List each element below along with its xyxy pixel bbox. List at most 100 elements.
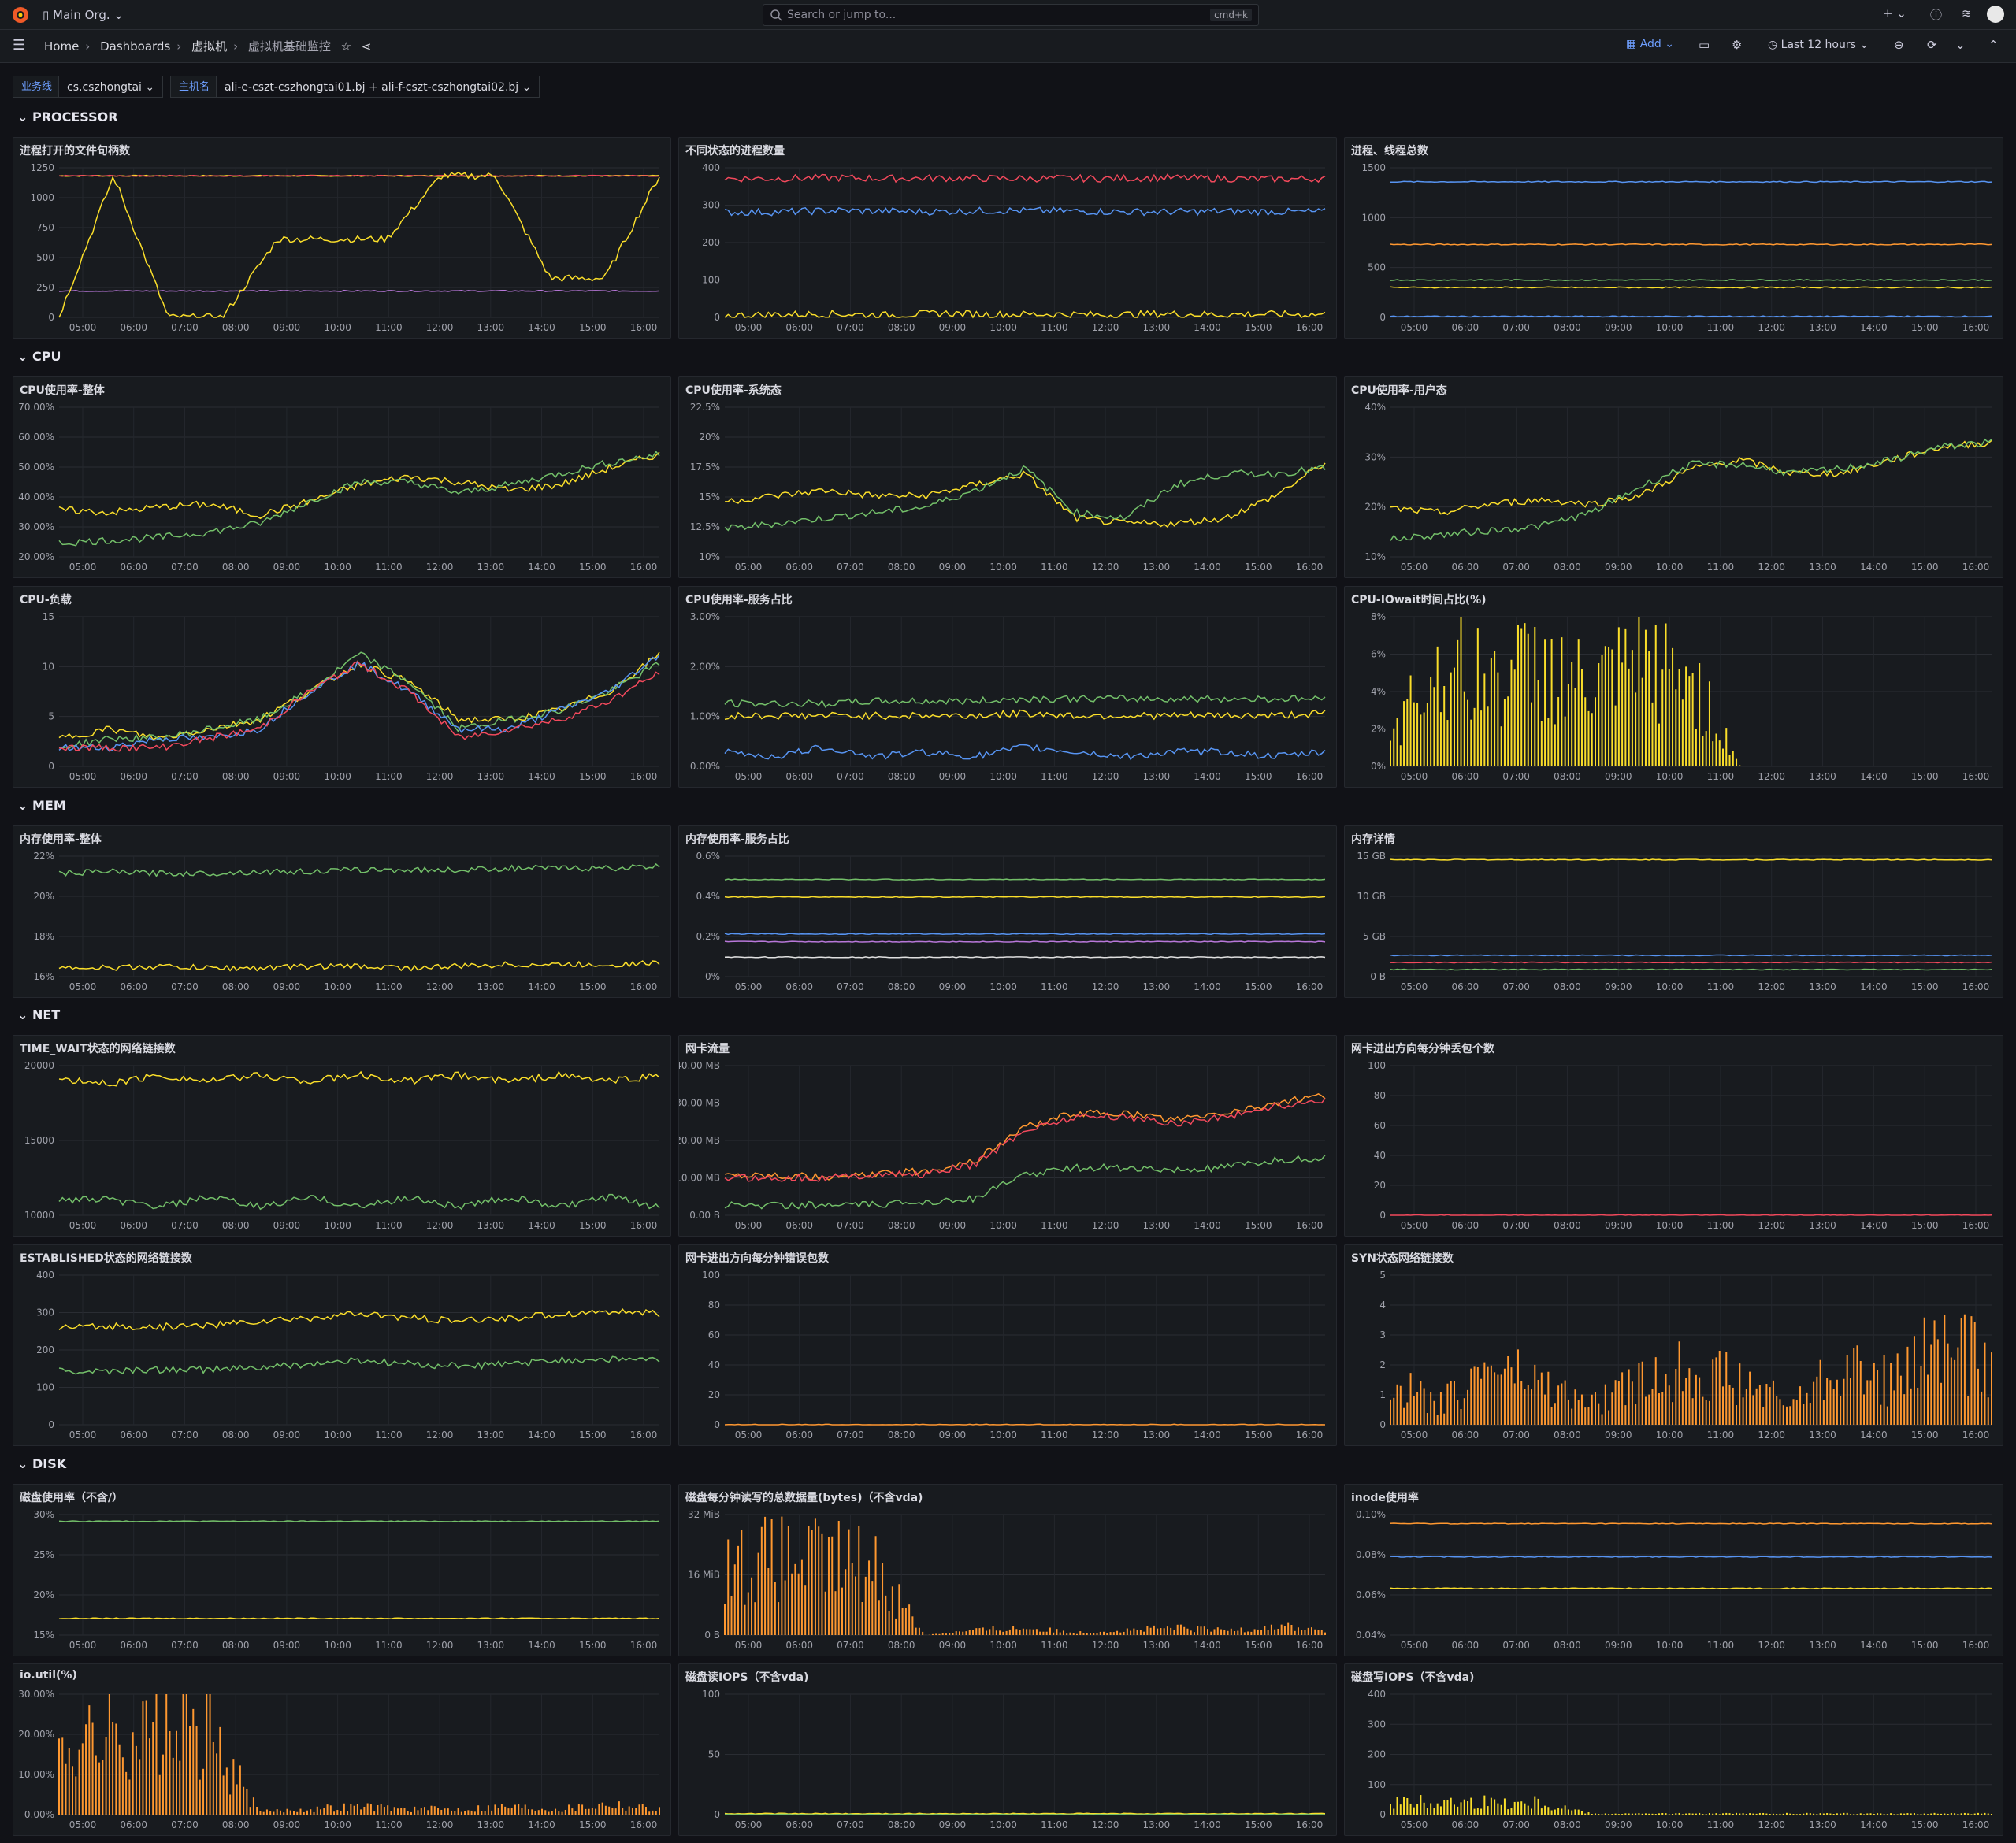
x-tick-label: 14:00 xyxy=(1194,1430,1221,1441)
zoom-out-icon[interactable]: ⊖ xyxy=(1894,38,1904,52)
panel-inode-usage[interactable]: inode使用率 0.10% 0.08% 0.06% 0.04% 05:00 06:00 07… xyxy=(1344,1484,2003,1656)
x-tick-label: 08:00 xyxy=(888,322,915,333)
panel-disk-usage[interactable]: 磁盘使用率（不含/） 30% 25% 20% 15% 05:00 06:00 07:00 08:… xyxy=(13,1484,671,1656)
x-tick-label: 11:00 xyxy=(1041,981,1068,992)
row-cpu[interactable]: ⌄ CPU xyxy=(17,349,61,364)
row-mem[interactable]: ⌄ MEM xyxy=(17,798,66,813)
panel-cpu-iowait[interactable]: CPU-IOwait时间占比(%) 8% 6% 4% 2% 0% 05:00 06:00 07:… xyxy=(1344,586,2003,788)
panel-cpu-service-share[interactable]: CPU使用率-服务占比 3.00% 2.00% 1.00% 0.00% 05:00 06:0… xyxy=(678,586,1337,788)
breadcrumb-dashboards[interactable]: Dashboards xyxy=(100,39,171,54)
x-tick-label: 05:00 xyxy=(735,771,763,782)
y-tick-label: 30.00% xyxy=(18,1689,54,1700)
y-tick-label: 60 xyxy=(708,1329,720,1341)
chevron-down-icon: ⌄ xyxy=(17,798,32,813)
panel-process-states[interactable]: 不同状态的进程数量 400 300 200 100 0 05:00 06:00 07:00 08:… xyxy=(678,137,1337,339)
chart-svg: 30.00% 20.00% 10.00% 0.00% 05:00 06:00 07:00 08… xyxy=(18,1689,660,1830)
breadcrumb-folder[interactable]: 虚拟机 xyxy=(191,39,228,54)
x-tick-label: 06:00 xyxy=(1452,1430,1480,1441)
avatar[interactable] xyxy=(1987,6,2004,23)
panel-cpu-system[interactable]: CPU使用率-系统态 22.5% 20% 17.5% 15% 12.5% 10% 05:00 0… xyxy=(678,376,1337,578)
x-tick-label: 09:00 xyxy=(273,1819,301,1830)
x-tick-label: 16:00 xyxy=(1296,322,1324,333)
x-tick-label: 09:00 xyxy=(939,322,967,333)
menu-icon[interactable]: ☰ xyxy=(13,37,26,54)
series-line xyxy=(724,1098,1326,1183)
x-tick-label: 13:00 xyxy=(1143,981,1171,992)
y-tick-label: 20% xyxy=(33,1589,54,1600)
save-icon[interactable]: ▭ xyxy=(1699,38,1710,52)
search-input[interactable]: Search or jump to... cmd+k xyxy=(763,4,1259,26)
settings-gear-icon[interactable]: ⚙ xyxy=(1732,38,1743,52)
grafana-logo-icon[interactable] xyxy=(11,6,30,24)
refresh-interval-chevron-icon[interactable]: ⌄ xyxy=(1955,38,1966,52)
x-tick-label: 12:00 xyxy=(426,1640,454,1651)
time-picker[interactable]: ◷ Last 12 hours ⌄ xyxy=(1768,39,1869,51)
panel-time-wait[interactable]: TIME_WAIT状态的网络链接数 20000 15000 10000 05:00 06:… xyxy=(13,1035,671,1237)
row-processor[interactable]: ⌄ PROCESSOR xyxy=(17,109,118,124)
x-tick-label: 12:00 xyxy=(1758,981,1785,992)
row-net[interactable]: ⌄ NET xyxy=(17,1007,60,1022)
series-line xyxy=(724,709,1326,721)
series-line xyxy=(58,651,660,749)
panel-cpu-overall[interactable]: CPU使用率-整体 70.00% 60.00% 50.00% 40.00% 30.00% 2… xyxy=(13,376,671,578)
panel-title: 磁盘每分钟读写的总数据量(bytes)（不含vda) xyxy=(685,1492,923,1504)
panel-mem-detail[interactable]: 内存详情 15 GB 10 GB 5 GB 0 B 05:00 06:00 07:00 08:0… xyxy=(1344,825,2003,998)
x-tick-label: 11:00 xyxy=(1041,771,1068,782)
panel-mem-overall[interactable]: 内存使用率-整体 22% 20% 18% 16% 05:00 06:00 07:00 08:00… xyxy=(13,825,671,998)
panel-disk-rw-bytes[interactable]: 磁盘每分钟读写的总数据量(bytes)（不含vda) 32 MiB 16 MiB 0 … xyxy=(678,1484,1337,1656)
panel-open-file-handles[interactable]: 进程打开的文件句柄数 1250 1000 750 500 250 0 05:00 06:00 07… xyxy=(13,137,671,339)
panel-title: CPU-负载 xyxy=(20,594,72,606)
y-tick-label: 0 xyxy=(714,1809,720,1820)
panel-disk-write-iops[interactable]: 磁盘写IOPS（不含vda) 400 300 200 100 0 05:00 06:00 07:… xyxy=(1344,1663,2003,1836)
x-tick-label: 12:00 xyxy=(1092,1430,1119,1441)
x-tick-label: 13:00 xyxy=(477,1430,505,1441)
panel-process-thread-total[interactable]: 进程、线程总数 1500 1000 500 0 05:00 06:00 07:00 08:00 0… xyxy=(1344,137,2003,339)
panel-title: 内存使用率-整体 xyxy=(20,833,102,846)
refresh-icon[interactable]: ⟳ xyxy=(1927,38,1937,52)
add-button[interactable]: ▦ Add ⌄ xyxy=(1626,38,1674,50)
x-tick-label: 05:00 xyxy=(735,1430,763,1441)
help-icon[interactable]: ⓘ xyxy=(1930,8,1943,22)
x-tick-label: 06:00 xyxy=(120,981,147,992)
panel-io-util[interactable]: io.util(%) 30.00% 20.00% 10.00% 0.00% 05:00 06… xyxy=(13,1663,671,1836)
row-disk[interactable]: ⌄ DISK xyxy=(17,1456,66,1471)
share-icon[interactable]: ⋖ xyxy=(361,39,372,54)
series-line xyxy=(724,309,1326,319)
panel-nic-traffic[interactable]: 网卡流量 40.00 MB 30.00 MB 20.00 MB 10.00 MB 0.00… xyxy=(678,1035,1337,1237)
x-tick-label: 15:00 xyxy=(579,1220,607,1231)
new-icon[interactable]: + ⌄ xyxy=(1883,6,1906,20)
y-tick-label: 400 xyxy=(36,1270,54,1281)
x-tick-label: 08:00 xyxy=(222,1819,250,1830)
x-tick-label: 14:00 xyxy=(528,981,555,992)
variable-select-business[interactable]: cs.cszhongtai ⌄ xyxy=(58,76,164,98)
panel-mem-service-share[interactable]: 内存使用率-服务占比 0.6% 0.4% 0.2% 0% 05:00 06:00 07:00 0… xyxy=(678,825,1337,998)
variable-select-host[interactable]: ali-e-cszt-cszhongtai01.bj + ali-f-cszt-… xyxy=(216,76,540,98)
x-tick-label: 08:00 xyxy=(222,562,250,573)
x-tick-label: 16:00 xyxy=(1962,981,1990,992)
chart-svg: 20000 15000 10000 05:00 06:00 07:00 08:00 09:00… xyxy=(24,1060,660,1231)
y-tick-label: 3.00% xyxy=(690,611,720,622)
panel-disk-read-iops[interactable]: 磁盘读IOPS（不含vda) 100 50 0 05:00 06:00 07:00 08:00… xyxy=(678,1663,1337,1836)
x-tick-label: 12:00 xyxy=(1092,1819,1119,1830)
panel-syn[interactable]: SYN状态网络链接数 5 4 3 2 1 0 05:00 06:00 07:00 08:00 09:0… xyxy=(1344,1244,2003,1446)
panel-nic-errors[interactable]: 网卡进出方向每分钟错误包数 100 80 60 40 20 0 05:00 06:00 07:00… xyxy=(678,1244,1337,1446)
x-tick-label: 15:00 xyxy=(1245,1640,1272,1651)
news-icon[interactable]: ≋ xyxy=(1962,6,1972,20)
y-tick-label: 0% xyxy=(1371,761,1386,772)
org-switcher[interactable]: ▯ Main Org. ⌄ xyxy=(43,8,124,22)
x-tick-label: 12:00 xyxy=(1758,1640,1785,1651)
y-tick-label: 100 xyxy=(36,1382,54,1393)
panel-established[interactable]: ESTABLISHED状态的网络链接数 400 300 200 100 0 05:00 06:… xyxy=(13,1244,671,1446)
panel-cpu-user[interactable]: CPU使用率-用户态 40% 30% 20% 10% 05:00 06:00 07:00 08:… xyxy=(1344,376,2003,578)
panel-title: 磁盘使用率（不含/） xyxy=(20,1492,124,1504)
x-tick-label: 13:00 xyxy=(1143,322,1171,333)
panel-title: io.util(%) xyxy=(20,1669,77,1682)
panel-nic-drops[interactable]: 网卡进出方向每分钟丢包个数 100 80 60 40 20 0 05:00 06:00 07:00… xyxy=(1344,1035,2003,1237)
star-icon[interactable]: ☆ xyxy=(340,39,352,54)
series-line xyxy=(1390,315,1992,318)
collapse-icon[interactable]: ⌃ xyxy=(1988,38,1999,52)
x-tick-label: 11:00 xyxy=(1041,1640,1068,1651)
y-tick-label: 750 xyxy=(36,222,54,233)
breadcrumb-home[interactable]: Home xyxy=(44,39,80,54)
panel-cpu-load[interactable]: CPU-负载 15 10 5 0 05:00 06:00 07:00 08:00 09:00 10:… xyxy=(13,586,671,788)
